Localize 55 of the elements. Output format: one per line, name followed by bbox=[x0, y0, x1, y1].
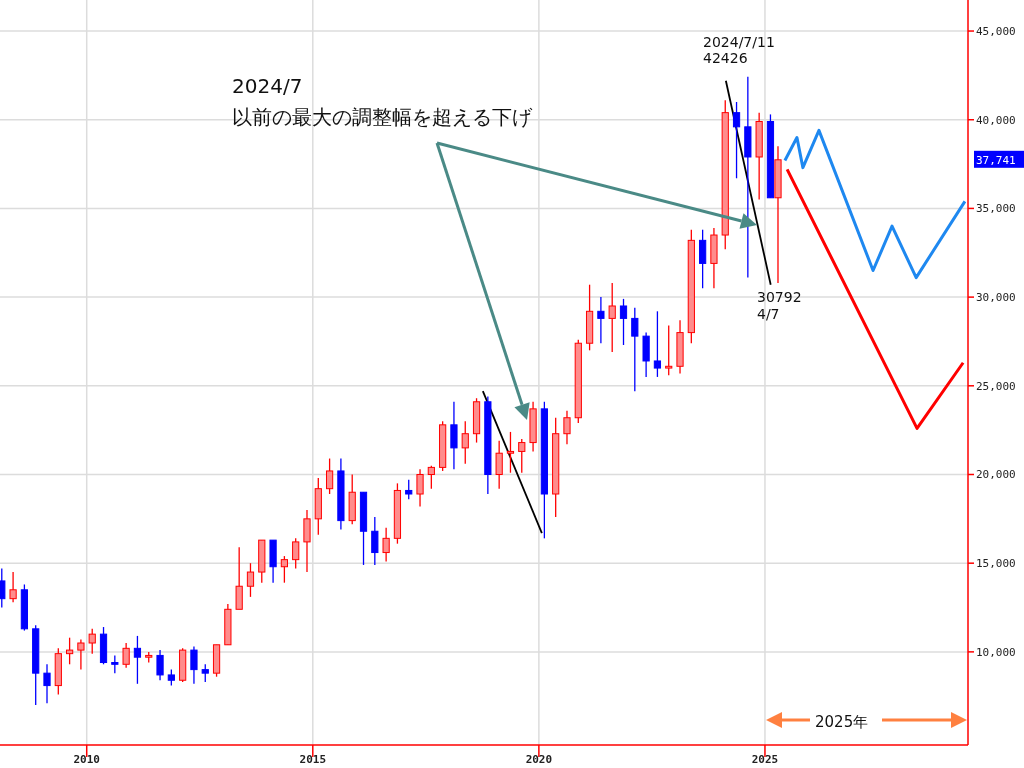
candlestick bbox=[43, 663, 51, 704]
candlestick bbox=[66, 637, 74, 665]
y-tick-label: 25,000 bbox=[976, 379, 1016, 393]
candlestick bbox=[280, 555, 288, 584]
candlestick bbox=[122, 642, 130, 669]
candlestick bbox=[416, 468, 424, 508]
annotation: 2024/7/11 bbox=[703, 34, 775, 50]
candlestick bbox=[292, 537, 300, 570]
y-tick-label: 35,000 bbox=[976, 202, 1016, 216]
x-tick-label: 2020 bbox=[525, 753, 553, 766]
candlestick bbox=[0, 567, 6, 609]
y-tick-label: 20,000 bbox=[976, 468, 1016, 482]
candlestick bbox=[608, 282, 616, 353]
candlestick bbox=[246, 562, 255, 598]
x-tick-label: 2010 bbox=[73, 753, 100, 766]
candlestick bbox=[699, 229, 707, 289]
candlestick bbox=[518, 438, 526, 474]
candlestick bbox=[190, 645, 198, 685]
candlestick bbox=[461, 420, 469, 465]
x-tick-label: 2025 bbox=[751, 753, 779, 766]
y-tick-label: 15,000 bbox=[976, 557, 1016, 571]
candlestick bbox=[325, 457, 334, 495]
candlestick bbox=[371, 516, 379, 566]
y-tick-label: 10,000 bbox=[976, 645, 1016, 659]
annotation: 4/7 bbox=[757, 306, 780, 322]
candlestick bbox=[405, 479, 413, 500]
annotation: 2025年 bbox=[815, 713, 869, 731]
annotation: 42426 bbox=[703, 50, 748, 66]
y-tick-label: 45,000 bbox=[976, 25, 1016, 39]
candlestick bbox=[506, 431, 515, 474]
x-tick-label: 2015 bbox=[299, 753, 327, 766]
candlestick bbox=[597, 296, 605, 344]
text: 37,741 bbox=[976, 153, 1016, 167]
candlestick bbox=[303, 509, 311, 573]
candlestick bbox=[665, 324, 673, 376]
candlestick bbox=[382, 527, 390, 563]
y-tick-label: 30,000 bbox=[976, 291, 1016, 305]
candlestick bbox=[495, 440, 503, 490]
candlestick bbox=[88, 628, 96, 655]
candlestick bbox=[653, 310, 662, 378]
candlestick bbox=[9, 571, 17, 603]
candlestick bbox=[631, 307, 639, 392]
candlestick bbox=[450, 401, 458, 470]
candlestick bbox=[156, 649, 164, 681]
candlestick bbox=[619, 298, 628, 346]
candlestick bbox=[77, 638, 85, 671]
candlestick bbox=[133, 635, 142, 685]
candlestick bbox=[732, 101, 741, 179]
candlestick bbox=[235, 546, 243, 610]
y-tick-label: 40,000 bbox=[976, 113, 1016, 127]
annotation: 以前の最大の調整幅を超える下げ bbox=[232, 105, 533, 129]
candlestick bbox=[563, 409, 571, 445]
candlestick bbox=[427, 464, 435, 490]
annotation: 2024/7 bbox=[232, 74, 303, 98]
annotation: 30792 bbox=[757, 289, 802, 305]
